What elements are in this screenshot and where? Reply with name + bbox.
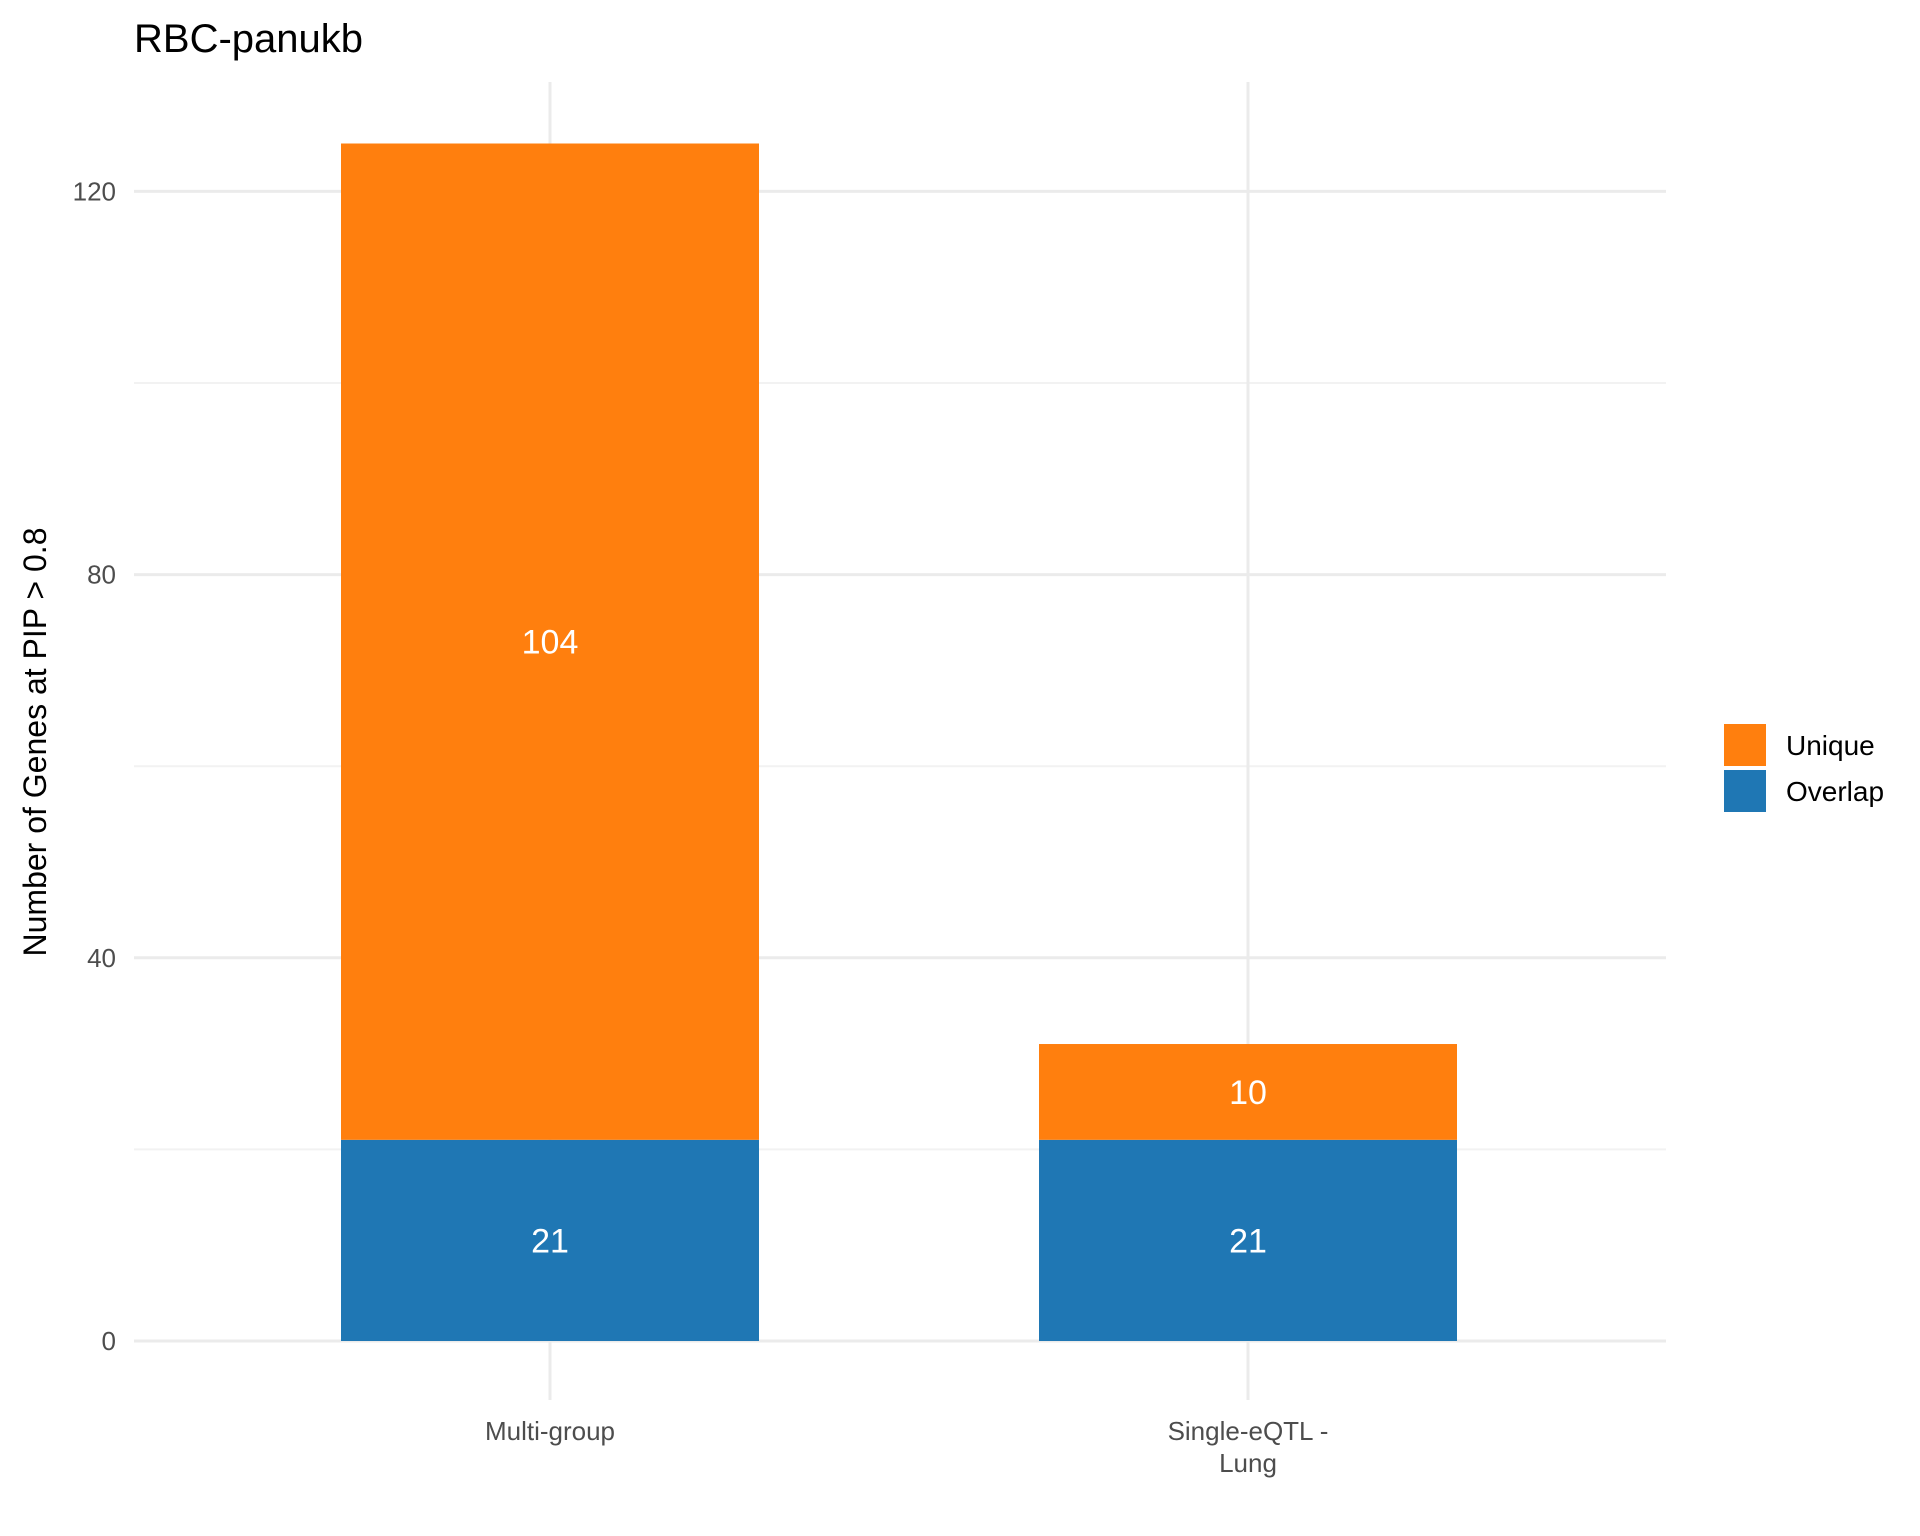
legend-label-overlap: Overlap [1786, 776, 1884, 807]
x-axis-ticks: Multi-group Single-eQTL -Lung [485, 1416, 1328, 1478]
legend-swatch-unique [1724, 724, 1766, 766]
bar-value-label: 21 [531, 1222, 569, 1260]
bar-segment-overlap [341, 1139, 759, 1341]
bar-segment-unique [1039, 1044, 1457, 1140]
bar-value-label: 21 [1229, 1222, 1267, 1260]
x-tick-label: Single-eQTL -Lung [1168, 1416, 1329, 1478]
bar-segment-overlap [1039, 1139, 1457, 1341]
bars [341, 143, 1457, 1341]
x-tick-label-line: Multi-group [485, 1416, 615, 1446]
legend-swatch-overlap [1724, 770, 1766, 812]
y-tick-label: 40 [87, 943, 116, 973]
x-tick-label-line: Lung [1219, 1448, 1277, 1478]
y-tick-label: 120 [73, 176, 116, 206]
y-axis-label: Number of Genes at PIP > 0.8 [17, 528, 53, 957]
legend: Unique Overlap [1724, 724, 1884, 812]
legend-label-unique: Unique [1786, 730, 1875, 761]
x-tick-label: Multi-group [485, 1416, 615, 1446]
y-axis-ticks: 0 40 80 120 [73, 176, 116, 1356]
bar-labels: 21 104 21 10 [522, 624, 1267, 1261]
bar-segment-unique [341, 143, 759, 1140]
y-tick-label: 0 [102, 1326, 116, 1356]
bar-value-label: 104 [522, 624, 579, 662]
chart-title: RBC-panukb [134, 17, 363, 61]
x-tick-label-line: Single-eQTL - [1168, 1416, 1329, 1446]
y-tick-label: 80 [87, 560, 116, 590]
bar-value-label: 10 [1229, 1074, 1267, 1112]
